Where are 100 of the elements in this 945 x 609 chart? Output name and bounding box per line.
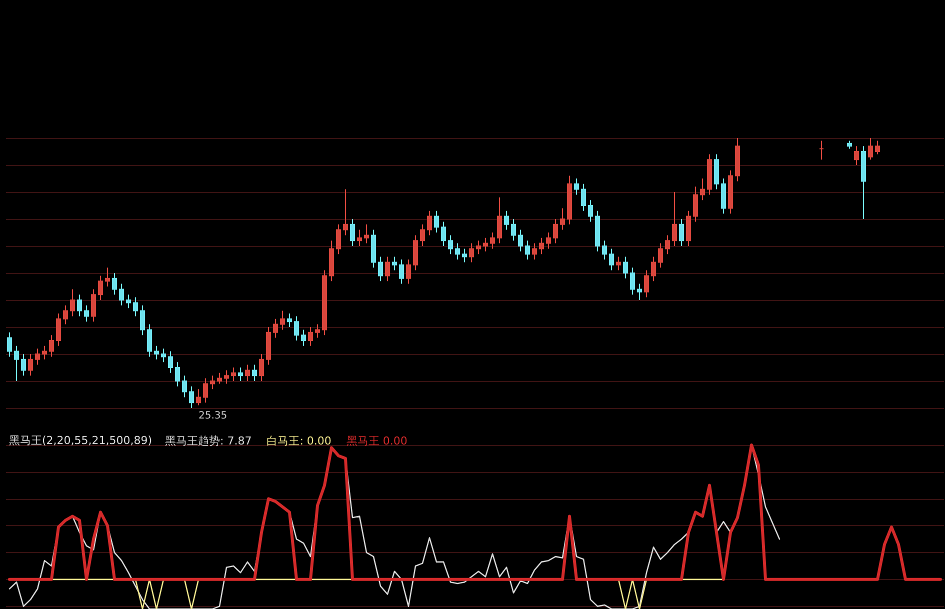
candlestick <box>161 348 166 363</box>
candlestick <box>98 275 103 300</box>
text: 黑马王趋势: 7.87 <box>165 434 252 448</box>
candlestick <box>119 283 124 306</box>
candlestick <box>371 229 376 268</box>
candlestick <box>105 267 110 287</box>
candlestick <box>182 375 187 398</box>
candlestick <box>364 224 369 244</box>
candlestick <box>476 240 481 255</box>
candlestick <box>644 270 649 298</box>
candlestick <box>238 367 243 382</box>
candlestick <box>175 362 180 387</box>
candlestick <box>616 256 621 271</box>
candlestick <box>665 234 670 255</box>
candlestick <box>469 242 474 263</box>
candlestick <box>441 221 446 246</box>
candlestick <box>413 234 418 271</box>
candlestick <box>28 354 33 376</box>
candlestick <box>126 294 131 309</box>
candlestick <box>301 329 306 346</box>
candlestick <box>721 178 726 214</box>
candlestick <box>280 310 285 330</box>
candlestick <box>819 140 824 160</box>
candlestick <box>308 326 313 346</box>
candlestick <box>217 372 222 384</box>
candlestick <box>168 350 173 374</box>
candlestick <box>343 188 348 236</box>
candlestick <box>448 234 453 255</box>
candlestick <box>112 272 117 296</box>
candlestick <box>637 283 642 300</box>
candlestick <box>392 256 397 271</box>
candlestick <box>567 175 572 225</box>
candlestick <box>462 248 467 263</box>
candlestick <box>511 218 516 242</box>
candlestick <box>203 378 208 404</box>
candlestick <box>707 154 712 196</box>
candlestick <box>686 210 691 246</box>
series-label: 黑马王 0.00 <box>346 434 408 448</box>
candlestick <box>315 324 320 338</box>
candlestick <box>875 140 880 155</box>
candlestick <box>602 240 607 260</box>
candlestick <box>70 288 75 317</box>
candlestick <box>518 229 523 252</box>
candlestick <box>504 210 509 230</box>
candlestick <box>77 294 82 317</box>
candlestick <box>140 304 145 336</box>
candlestick <box>406 259 411 284</box>
chart-title: 黑马王(2,20,55,21,500,89) <box>9 434 152 447</box>
candlestick <box>63 304 68 325</box>
candlestick <box>609 248 614 271</box>
candlestick <box>329 240 334 282</box>
candlestick <box>861 146 866 220</box>
candlestick <box>147 324 152 358</box>
candlestick <box>581 183 586 212</box>
candlestick <box>546 232 551 250</box>
candlestick <box>7 332 12 358</box>
text: 白马王: 0.00 <box>266 434 332 448</box>
candlestick <box>490 232 495 250</box>
candlestick <box>266 326 271 366</box>
candlestick <box>539 237 544 255</box>
candlestick <box>693 186 698 222</box>
candlestick <box>455 242 460 260</box>
candlestick <box>14 345 19 382</box>
candlestick <box>287 313 292 328</box>
candlestick <box>420 224 425 246</box>
candlestick <box>350 218 355 246</box>
candlestick <box>273 318 278 338</box>
candlestick <box>91 288 96 322</box>
candlestick <box>714 154 719 190</box>
candlestick <box>245 364 250 382</box>
candlestick <box>560 208 565 230</box>
candlestick <box>574 178 579 196</box>
candlestick <box>154 345 159 360</box>
candlestick <box>854 146 859 166</box>
candlestick <box>210 375 215 390</box>
candlestick <box>735 138 740 182</box>
candlestick <box>483 237 488 252</box>
candlestick <box>336 224 341 255</box>
candlestick <box>294 316 299 341</box>
candlestick <box>357 229 362 246</box>
candlestick <box>532 242 537 260</box>
candlestick <box>623 256 628 279</box>
candlestick <box>196 388 201 406</box>
candlestick <box>378 256 383 282</box>
candlestick <box>35 348 40 366</box>
candlestick <box>42 345 47 360</box>
candlestick <box>399 259 404 284</box>
candlestick <box>588 200 593 222</box>
candlestick <box>322 270 327 336</box>
candlestick <box>189 386 194 408</box>
candlestick <box>434 210 439 233</box>
text: 25.35 <box>198 410 228 422</box>
candlestick <box>427 210 432 236</box>
candlestick <box>525 240 530 260</box>
candlestick <box>658 242 663 268</box>
candlestick <box>630 267 635 296</box>
candlestick <box>56 313 61 346</box>
candlestick <box>259 354 264 382</box>
candlestick <box>497 196 502 244</box>
candlestick <box>133 296 138 317</box>
